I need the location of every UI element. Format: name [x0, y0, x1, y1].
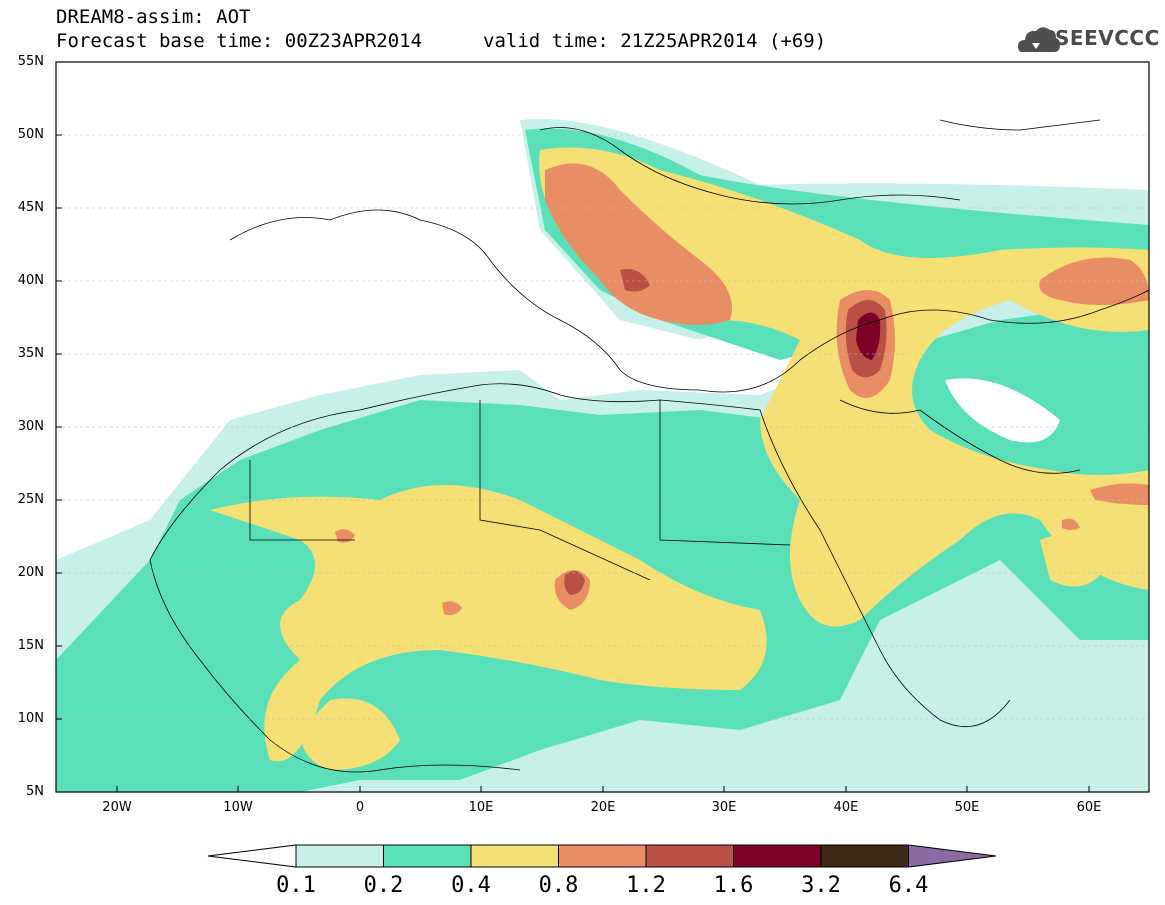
colorbar-label: 0.1 [276, 873, 316, 898]
colorbar [207, 844, 997, 868]
lon-label: 10E [468, 800, 494, 815]
aot-contours [56, 62, 1149, 792]
colorbar-label: 6.4 [888, 873, 929, 898]
lon-label: 60E [1076, 800, 1102, 815]
colorbar-bin-1 [295, 844, 384, 868]
colorbar-label: 1.2 [626, 873, 666, 898]
lon-label: 0 [355, 800, 365, 815]
colorbar-bin-2 [383, 844, 472, 868]
logo-text: SEEVCCC [1055, 26, 1160, 50]
lat-label: 10N [17, 711, 44, 726]
lat-label: 5N [26, 784, 44, 799]
lon-label: 10W [223, 800, 253, 815]
colorbar-label: 0.4 [451, 873, 491, 898]
colorbar-label: 1.6 [713, 873, 754, 898]
colorbar-bin-6 [733, 844, 822, 868]
lat-label: 35N [17, 346, 44, 361]
valid-time: valid time: 21Z25APR2014 (+69) [483, 30, 827, 52]
lat-label: 25N [17, 492, 44, 507]
lat-label: 30N [17, 419, 44, 434]
lon-label: 50E [954, 800, 980, 815]
lon-label: 20W [102, 800, 132, 815]
lat-label: 15N [17, 638, 44, 653]
colorbar-over-arrow [908, 844, 997, 868]
colorbar-bin-4 [558, 844, 647, 868]
colorbar-bin-3 [470, 844, 559, 868]
lat-label: 45N [17, 200, 44, 215]
lon-label: 20E [590, 800, 616, 815]
colorbar-label: 3.2 [801, 873, 841, 898]
cloud-icon [1018, 27, 1060, 52]
lat-label: 55N [17, 54, 44, 69]
colorbar-bin-5 [645, 844, 734, 868]
lon-label: 40E [833, 800, 859, 815]
lon-label: 30E [711, 800, 737, 815]
colorbar-bin-7 [820, 844, 909, 868]
forecast-base-time: Forecast base time: 00Z23APR2014 [56, 30, 423, 52]
colorbar-label: 0.2 [363, 873, 404, 898]
colorbar-under-arrow [207, 844, 297, 868]
colorbar-label: 0.8 [538, 873, 579, 898]
lat-label: 50N [17, 127, 44, 142]
lat-label: 40N [17, 273, 44, 288]
map-title: DREAM8-assim: AOT [56, 6, 251, 28]
lat-label: 20N [17, 565, 44, 580]
